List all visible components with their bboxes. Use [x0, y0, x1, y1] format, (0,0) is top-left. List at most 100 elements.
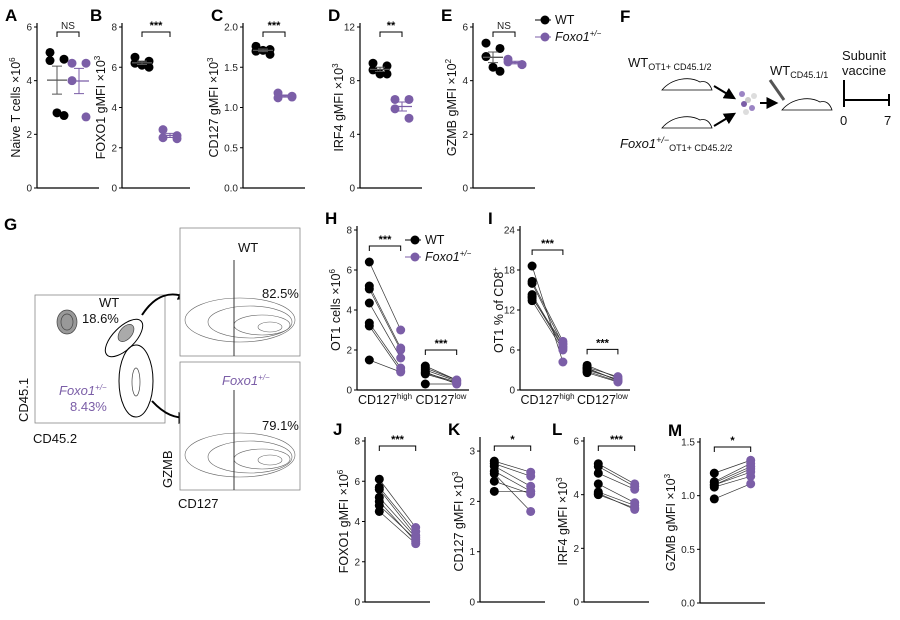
y-tick-label: 2.0 [224, 23, 238, 34]
sem-bar [165, 132, 175, 138]
subplot-percent: 79.1% [262, 418, 299, 433]
data-point [481, 38, 491, 48]
y-tick-label: 6 [111, 63, 117, 74]
y-axis-label: OT1 cells ×106 [328, 268, 343, 350]
data-point-wt [489, 486, 499, 496]
pair-line [494, 470, 531, 492]
y-tick-label: 1.5 [224, 63, 238, 74]
y-tick-label: 0 [462, 184, 468, 195]
gate-foxo1-label: Foxo1+/− [59, 383, 107, 398]
gate-foxo1-percent: 8.43% [70, 399, 107, 414]
pair-line [714, 468, 751, 486]
data-point-foxo1 [746, 467, 756, 477]
data-point-wt [364, 355, 374, 365]
panel-letter: I [488, 209, 493, 228]
contour-plot [56, 309, 141, 397]
panel-letter: H [325, 209, 337, 228]
pair-line [379, 479, 416, 528]
vaccine-label-2: vaccine [842, 63, 886, 78]
pair-line [598, 491, 635, 506]
panel-letter-F: F [620, 7, 630, 26]
data-point-foxo1 [630, 484, 640, 494]
y-axis-label: GZMB gMFI ×103 [663, 473, 678, 571]
significance-bracket [597, 445, 636, 451]
legend: WT Foxo1+/− [405, 233, 472, 264]
chart-panel-D: D 0 4 8 12 IRF4 gMFI ×103 ** [328, 6, 422, 195]
pair-line [531, 281, 564, 342]
chart-panel-B: B 0 2 4 6 8 FOXO1 gMFI ×103 *** [90, 6, 190, 195]
sem-bar [137, 60, 147, 66]
gate-wt-label: WT [99, 295, 119, 310]
flow-cytometry: G WT 18.6% Foxo1+/− 8.43% CD45.2 CD45.1 … [4, 215, 301, 511]
pair-line [531, 300, 564, 351]
data-point-wt [709, 468, 719, 478]
y-tick-label: 6 [354, 477, 360, 488]
y-tick-label: 8 [349, 76, 355, 87]
pair-line [369, 261, 401, 331]
subplot-foxo1: Foxo1+/− 79.1% [179, 361, 301, 491]
significance-label: *** [268, 20, 282, 32]
y-tick-label: 0 [509, 386, 515, 397]
chart-panel-K: K 0 1 2 3 CD127 gMFI ×103 * [448, 420, 545, 609]
legend-marker-wt [540, 15, 550, 25]
pair-line [425, 373, 457, 384]
y-tick-label: 0.5 [224, 143, 238, 154]
panel-letter: M [668, 421, 682, 440]
gate-foxo1[interactable] [118, 344, 154, 418]
pair-line [714, 463, 751, 483]
panel-letter: L [552, 420, 562, 439]
legend: WT Foxo1+/− [535, 13, 602, 44]
data-point-foxo1 [411, 537, 421, 547]
y-tick-label: 4 [354, 517, 360, 528]
significance-label: *** [150, 20, 164, 32]
x-axis-label: CD127 [178, 496, 218, 511]
significance-bracket [713, 446, 752, 452]
data-point [172, 134, 182, 144]
recipient-label: WTCD45.1/1 [770, 63, 828, 80]
significance-label: * [510, 434, 515, 446]
data-point-foxo1 [558, 357, 568, 367]
data-point-wt [527, 261, 537, 271]
significance-bracket [586, 348, 619, 355]
sem-bar [510, 60, 520, 65]
data-point-wt [374, 484, 384, 494]
data-point [390, 104, 400, 114]
data-point-foxo1 [396, 367, 406, 377]
data-point-foxo1 [526, 486, 536, 496]
legend-marker-foxo1 [540, 32, 550, 42]
pair-line [586, 372, 619, 383]
y-axis-label: FOXO1 gMFI ×106 [336, 469, 351, 573]
data-point-wt [593, 488, 603, 498]
sem-bar [258, 48, 268, 53]
chart-panel-M: M 0.0 0.5 1.0 1.5 GZMB gMFI ×103 * [663, 421, 765, 610]
y-tick-label: 2 [354, 557, 360, 568]
data-point-wt [709, 480, 719, 490]
pair-line [598, 463, 635, 485]
y-tick-label: 2 [462, 130, 468, 141]
data-point-foxo1 [746, 479, 756, 489]
y-axis-label: OT1 % of CD8+ [491, 267, 506, 353]
data-point-wt [364, 284, 374, 294]
y-tick-label: 0 [469, 598, 475, 609]
pair-line [598, 483, 635, 504]
significance-bracket [424, 349, 458, 355]
data-point [45, 56, 55, 66]
y-tick-label: 0 [346, 386, 352, 397]
y-tick-label: 0 [354, 598, 360, 609]
x-category-label: CD127low [416, 392, 467, 407]
data-point [59, 54, 69, 64]
data-point-wt [374, 506, 384, 516]
data-point-foxo1 [526, 471, 536, 481]
pair-line [379, 487, 416, 532]
data-point-foxo1 [452, 379, 462, 389]
data-point-wt [420, 367, 430, 377]
data-point-foxo1 [396, 345, 406, 355]
y-tick-label: 0 [111, 184, 117, 195]
y-axis-label: GZMB [160, 450, 175, 488]
sem-bar [74, 67, 84, 95]
significance-label: *** [435, 338, 449, 350]
y-axis-label: CD127 gMFI ×103 [206, 57, 221, 158]
pair-line [494, 465, 531, 487]
y-tick-label: 6 [346, 266, 352, 277]
